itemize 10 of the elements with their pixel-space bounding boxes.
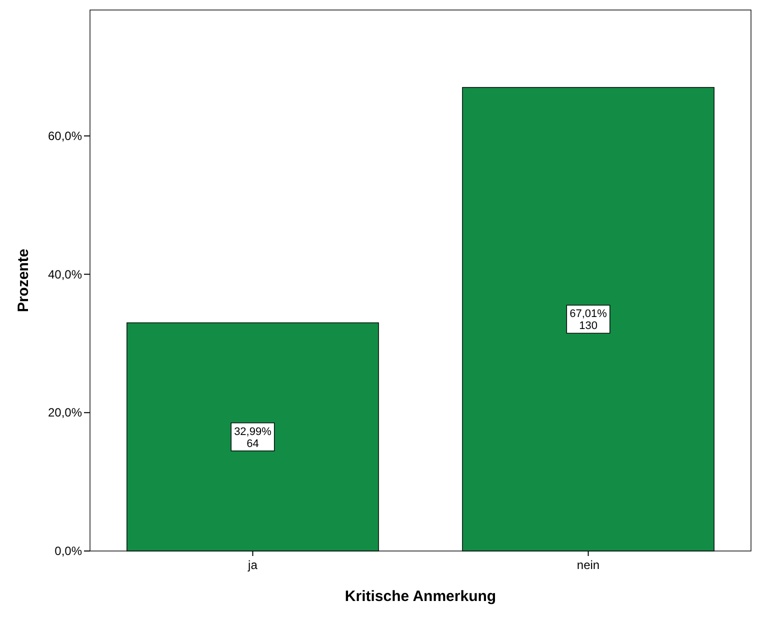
y-tick-label: 40,0% bbox=[48, 267, 82, 282]
data-label: 67,01% 130 bbox=[570, 308, 608, 332]
x-tick-label: nein bbox=[576, 558, 600, 572]
x-axis-title: Kritische Anmerkung bbox=[344, 588, 496, 605]
data-label: 32,99% 64 bbox=[234, 426, 272, 450]
y-tick-label: 60,0% bbox=[48, 128, 82, 143]
x-tick-label: ja bbox=[247, 558, 258, 572]
y-axis-title: Prozente bbox=[15, 248, 32, 312]
y-tick-label: 0,0% bbox=[54, 544, 82, 558]
y-tick-label: 20,0% bbox=[48, 406, 82, 420]
